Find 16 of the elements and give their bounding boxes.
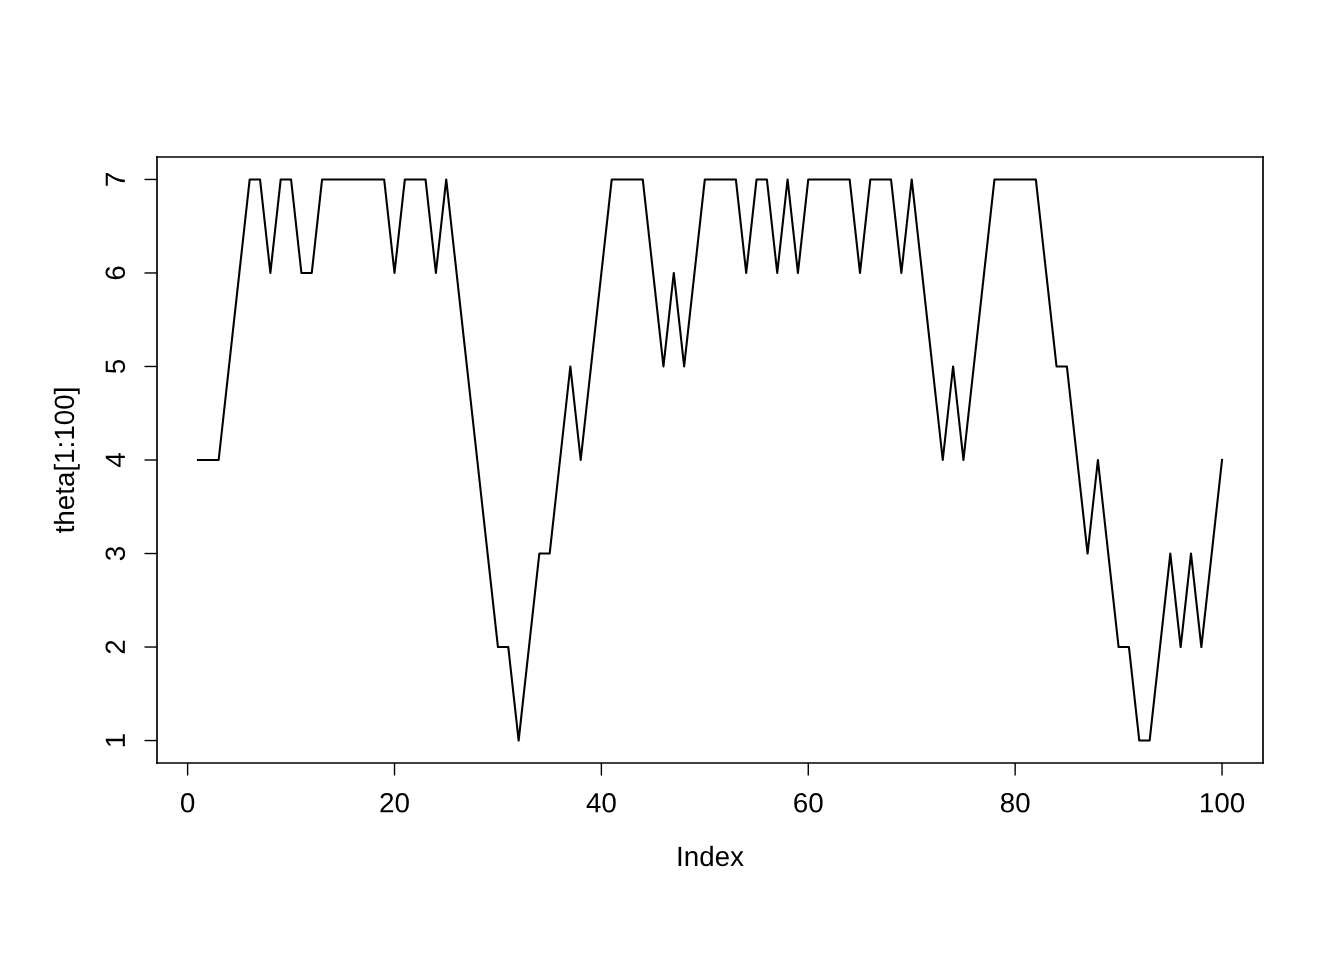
y-tick-label: 3: [105, 547, 126, 561]
line-series: [196, 178, 1224, 742]
x-tick-label: 40: [586, 792, 616, 813]
y-axis-title: theta[1:100]: [53, 388, 80, 533]
x-tick-label: 0: [180, 792, 195, 813]
x-axis-title: Index: [678, 845, 744, 867]
y-tick-label: 2: [105, 640, 125, 654]
y-tick-label: 4: [105, 453, 125, 468]
y-tick-label: 6: [105, 266, 126, 280]
x-tick-label: 80: [1000, 792, 1030, 813]
y-tick-label: 5: [105, 359, 126, 374]
x-tick-label: 20: [380, 792, 409, 813]
y-tick-label: 7: [105, 173, 125, 186]
x-tick-label: 60: [794, 792, 823, 813]
x-tick-label: 100: [1200, 792, 1245, 813]
y-tick-label: 1: [105, 734, 125, 747]
